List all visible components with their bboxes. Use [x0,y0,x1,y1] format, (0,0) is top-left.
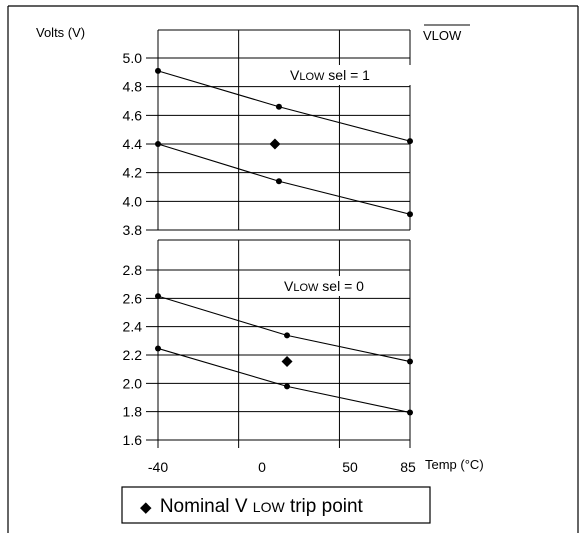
y-tick-label: 1.8 [123,404,143,420]
panel-annotation: VLOW sel = 0 [284,278,364,294]
legend-label-v: V [235,496,248,517]
x-tick-label: 0 [258,459,266,475]
panel-annotation: VLOW sel = 1 [290,67,370,83]
corner-label-text: VLOW [423,28,462,43]
y-tick-label: 4.6 [123,107,143,123]
y-tick-label: 2.0 [123,375,143,391]
y-tick-label: 4.0 [123,193,143,209]
y-tick-label: 4.2 [123,165,143,181]
series-point [407,211,413,218]
x-tick-label: 85 [400,459,416,475]
annotation-suffix: sel = 1 [324,67,370,83]
panel-annotation-bg [280,276,408,296]
legend-text: ◆ Nominal V LOW trip point [140,496,364,517]
legend: ◆ Nominal V LOW trip point [121,486,431,524]
y-tick-label: 5.0 [123,50,143,66]
x-tick-label: 50 [342,459,358,475]
y-tick-label: 4.4 [123,136,143,152]
series-point [284,383,291,390]
y-tick-label: 4.8 [123,79,143,95]
legend-marker: ◆ [140,499,152,516]
legend-label-subscript: LOW [253,499,286,515]
x-tick-label: -40 [148,459,168,475]
series-point [407,409,413,416]
series-point [275,178,282,185]
nominal-trip-point-marker [269,138,281,150]
y-tick-label: 2.4 [123,319,143,335]
series-point [407,358,413,365]
series-point [407,138,413,145]
y-axis-title: Volts (V) [36,25,85,40]
panel-1: 5.0 4.8 4.6 4.4 4.2 4.0 3.8 VLOW sel = 1 [123,29,414,238]
corner-label: VLOW [423,24,470,43]
series-point [155,141,161,147]
series-line-2 [157,347,411,414]
series-line-2 [157,143,411,215]
annotation-smallcaps: LOW [293,282,319,294]
annotation-suffix: sel = 0 [318,278,364,294]
annotation-smallcaps: LOW [299,71,325,83]
x-axis-title: Temp (°C) [425,457,484,472]
panel-2: 2.8 2.6 2.4 2.2 2.0 1.8 1.6 VLOW sel = 0 [123,239,413,448]
legend-label-suffix: trip point [290,496,364,517]
y-tick-label: 3.8 [123,222,143,238]
series-point [284,332,291,339]
annotation-prefix: V [290,67,300,83]
y-tick-label: 2.6 [123,290,143,306]
nominal-trip-point-marker [281,356,293,368]
series-line-1 [157,295,411,363]
annotation-prefix: V [284,278,294,294]
series-point [155,67,161,74]
series-point [275,103,282,110]
x-axis-ticks: -40 0 50 85 [148,459,416,475]
y-tick-label: 2.2 [123,347,143,363]
y-tick-label: 1.6 [123,432,143,448]
y-tick-label: 2.8 [123,262,143,278]
legend-box [121,486,431,524]
series-point [155,345,161,352]
legend-label-prefix: Nominal [160,496,235,517]
panel-annotation-bg [286,65,414,85]
series-point [155,293,161,300]
